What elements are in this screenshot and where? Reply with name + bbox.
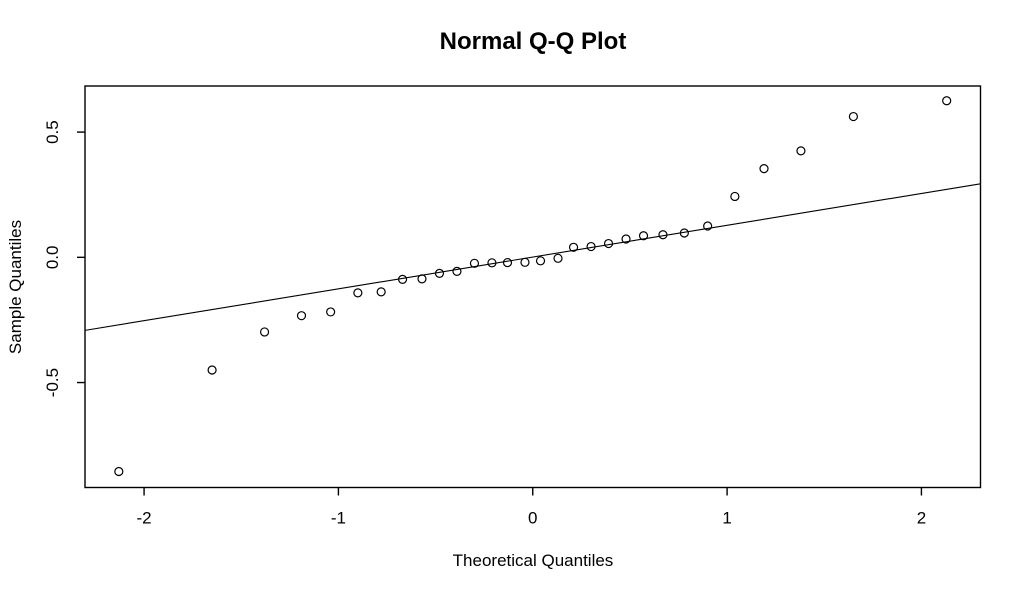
data-point — [353, 288, 363, 298]
data-point — [207, 365, 217, 375]
y-tick-label: 0.5 — [43, 120, 62, 144]
data-point — [417, 274, 427, 284]
y-tick-label: 0.0 — [43, 245, 62, 269]
data-point — [469, 258, 480, 268]
plot-box — [84, 85, 982, 489]
data-point — [730, 191, 740, 202]
data-point — [502, 257, 513, 268]
data-point — [638, 231, 649, 241]
x-tick-label: 2 — [917, 509, 926, 528]
qq-reference-line — [84, 183, 981, 331]
y-tick-label: -0.5 — [43, 368, 62, 397]
data-point — [679, 228, 689, 238]
x-tick-label: -1 — [331, 509, 346, 528]
data-point — [942, 96, 952, 106]
data-point — [114, 466, 124, 477]
data-point — [326, 307, 336, 317]
data-point — [434, 268, 445, 278]
x-tick-label: 0 — [528, 509, 537, 528]
x-tick-label: 1 — [722, 509, 731, 528]
x-tick-label: -2 — [137, 509, 152, 528]
data-point — [259, 327, 270, 337]
data-point — [452, 266, 462, 276]
data-point — [397, 274, 408, 284]
data-point — [535, 256, 546, 266]
data-point — [487, 258, 497, 268]
data-point — [296, 311, 307, 321]
data-point — [553, 253, 563, 263]
data-point — [586, 241, 596, 252]
data-point — [520, 257, 530, 267]
x-axis-label: Theoretical Quantiles — [452, 551, 614, 570]
data-point — [621, 234, 631, 244]
data-point — [568, 242, 579, 252]
chart-title: Normal Q-Q Plot — [439, 28, 627, 55]
data-point — [848, 111, 859, 122]
data-point — [658, 230, 668, 240]
data-point — [603, 238, 614, 249]
y-axis-label: Sample Quantiles — [6, 219, 25, 355]
data-point — [376, 287, 386, 297]
data-point — [759, 164, 769, 174]
data-point — [703, 221, 713, 231]
data-point — [796, 146, 806, 156]
